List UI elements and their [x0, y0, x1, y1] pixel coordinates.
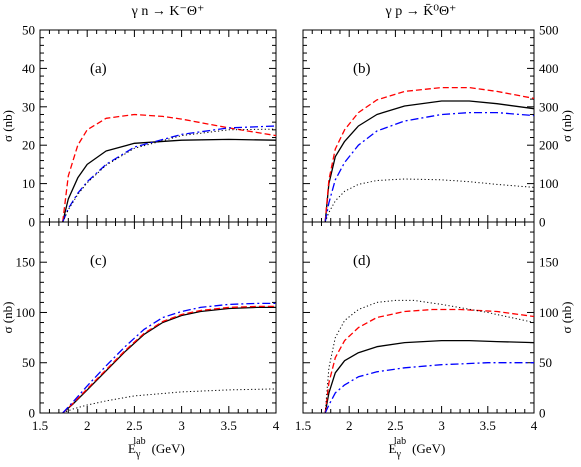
y-axis-label: σ (nb)	[0, 302, 15, 334]
x-tick-label: 2.5	[126, 418, 142, 433]
x-axis-label: Eγlab (GeV)	[128, 436, 185, 460]
series-line-solid	[62, 306, 276, 414]
y-tick-label: 150	[16, 255, 36, 270]
panel-c: 1.5 2 2.5 3 3.5 4 Eγlab (GeV) 0 50 100 150 σ (nb) (c)	[0, 221, 280, 460]
panel-label: (d)	[353, 253, 371, 269]
panel-frame	[302, 221, 535, 414]
panel-d: 1.5 2 2.5 3 3.5 4 Eγlab (GeV) 0 50 100 150 σ (nb) (d)	[295, 221, 574, 460]
series-line-dotted	[324, 178, 535, 223]
title-left: γ n → K⁻Θ⁺	[131, 4, 205, 19]
y-tick-label: 0	[29, 215, 36, 230]
series-line-dashed	[62, 113, 277, 223]
panel-a: 0 10 20 30 40 50 σ (nb) (a)	[0, 23, 277, 230]
series-line-dashed	[324, 86, 535, 223]
series-line-dashed	[324, 308, 535, 414]
y-tick-label: 0	[29, 406, 36, 421]
series-line-dotted	[62, 388, 277, 414]
y-tick-label: 30	[22, 99, 35, 114]
y-axis-label: σ (nb)	[0, 110, 15, 142]
series-line-dashed	[62, 305, 276, 414]
panel-label: (a)	[90, 61, 107, 77]
y-tick-label: 40	[22, 61, 35, 76]
x-tick-label: 1.5	[295, 418, 311, 433]
panel-frame	[302, 29, 535, 223]
y-tick-label: 300	[539, 99, 559, 114]
series-line-solid	[324, 339, 535, 414]
x-tick-label: 4	[531, 418, 538, 433]
x-tick-label: 3.5	[221, 418, 237, 433]
x-tick-label: 2	[84, 418, 91, 433]
panel-b: 0 100 200 300 400 500 σ (nb) (b)	[302, 23, 574, 230]
y-axis-label: σ (nb)	[559, 110, 574, 142]
y-tick-label: 100	[539, 176, 559, 191]
series-line-solid	[324, 100, 535, 223]
y-tick-label: 0	[539, 215, 546, 230]
y-tick-label: 20	[22, 138, 35, 153]
y-tick-label: 50	[539, 355, 552, 370]
series-line-dotted	[324, 299, 535, 414]
y-tick-label: 50	[22, 355, 35, 370]
panel-frame	[39, 221, 277, 414]
series-line-dashdot	[62, 302, 276, 414]
y-tick-label: 150	[539, 255, 559, 270]
y-tick-label: 50	[22, 23, 35, 38]
series-line-dashdot	[324, 111, 535, 223]
y-tick-label: 500	[539, 23, 559, 38]
x-tick-label: 4	[273, 418, 280, 433]
x-tick-label: 3.5	[480, 418, 496, 433]
y-tick-label: 0	[539, 406, 546, 421]
y-tick-label: 200	[539, 138, 559, 153]
series-line-dashdot	[324, 362, 534, 414]
y-tick-label: 400	[539, 61, 559, 76]
panel-label: (c)	[90, 253, 107, 269]
title-right: γ p → K̄⁰Θ⁺	[385, 3, 457, 19]
x-tick-label: 2.5	[387, 418, 403, 433]
series-line-dashdot	[62, 125, 277, 223]
series-line-dotted	[62, 128, 277, 223]
y-axis-label: σ (nb)	[559, 302, 574, 334]
x-axis-label: Eγlab (GeV)	[389, 436, 446, 460]
panel-label: (b)	[353, 61, 371, 77]
x-tick-label: 3	[178, 418, 185, 433]
series-line-solid	[62, 138, 277, 223]
y-tick-label: 10	[22, 176, 35, 191]
x-tick-label: 1.5	[32, 418, 48, 433]
y-tick-label: 100	[539, 305, 559, 320]
y-tick-label: 100	[16, 305, 36, 320]
panel-frame	[39, 29, 277, 223]
x-tick-label: 2	[346, 418, 353, 433]
x-tick-label: 3	[438, 418, 445, 433]
